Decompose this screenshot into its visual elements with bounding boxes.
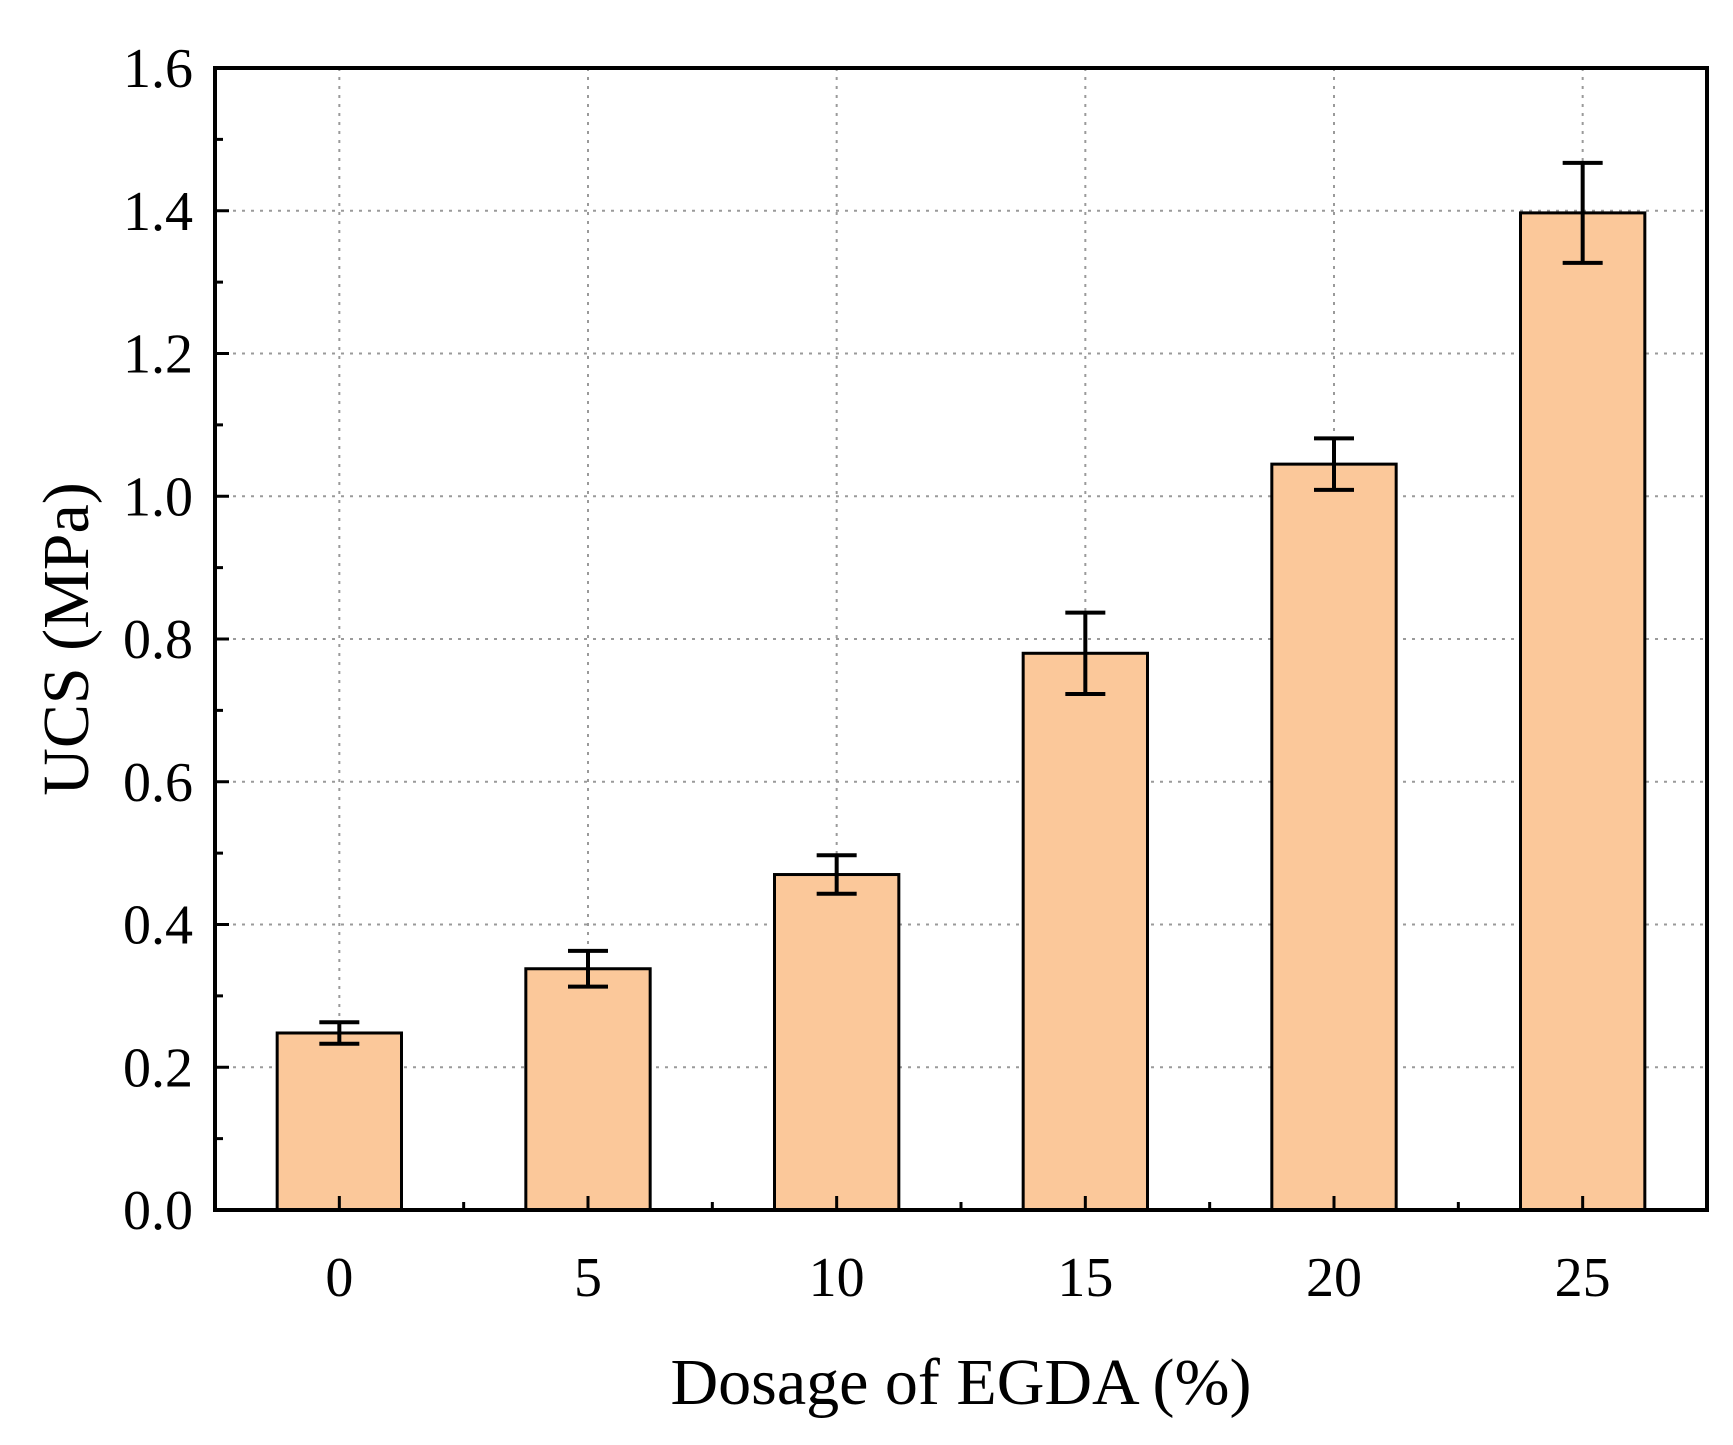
error-bar-0	[319, 1020, 360, 1046]
bar-0	[275, 1031, 403, 1212]
bar-10	[773, 873, 901, 1212]
x-axis-title: Dosage of EGDA (%)	[670, 1346, 1251, 1419]
y-tick-labels: 0.0 0.2 0.4 0.6 0.8 1.0 1.2 1.4 1.6	[123, 38, 193, 1242]
y-tick-label: 0.8	[123, 609, 193, 671]
x-tick-labels: 0 5 10 15 20 25	[325, 1247, 1610, 1309]
y-tick-label: 1.4	[123, 181, 193, 243]
x-tick-label: 10	[809, 1247, 865, 1309]
axis-ticks	[215, 66, 1585, 1212]
bars	[275, 211, 1647, 1212]
x-tick-label: 20	[1306, 1247, 1362, 1309]
y-tick-label: 1.0	[123, 466, 193, 528]
y-tick-label: 0.2	[123, 1037, 193, 1099]
bar-15	[1021, 651, 1150, 1212]
bar-25	[1519, 211, 1647, 1212]
x-tick-label: 15	[1057, 1247, 1113, 1309]
error-bar-25	[1562, 160, 1603, 265]
y-tick-label: 0.4	[123, 895, 193, 957]
y-tick-label: 1.6	[123, 38, 193, 100]
y-tick-label: 0.6	[123, 752, 193, 814]
error-bar-10	[816, 853, 857, 896]
error-bar-15	[1065, 610, 1106, 696]
plot-frame	[213, 66, 1709, 1212]
error-bar-5	[568, 948, 608, 989]
x-tick-label: 5	[574, 1247, 602, 1309]
y-tick-label: 1.2	[123, 324, 193, 386]
error-bar-20	[1314, 436, 1354, 492]
x-tick-label: 25	[1555, 1247, 1611, 1309]
bar-5	[524, 967, 652, 1212]
y-axis-title: UCS (MPa)	[30, 482, 103, 796]
y-tick-label: 0.0	[123, 1180, 193, 1242]
error-bars	[319, 160, 1603, 1046]
x-tick-label: 0	[325, 1247, 353, 1309]
grid-lines	[215, 68, 1707, 1210]
bar-20	[1270, 462, 1398, 1212]
